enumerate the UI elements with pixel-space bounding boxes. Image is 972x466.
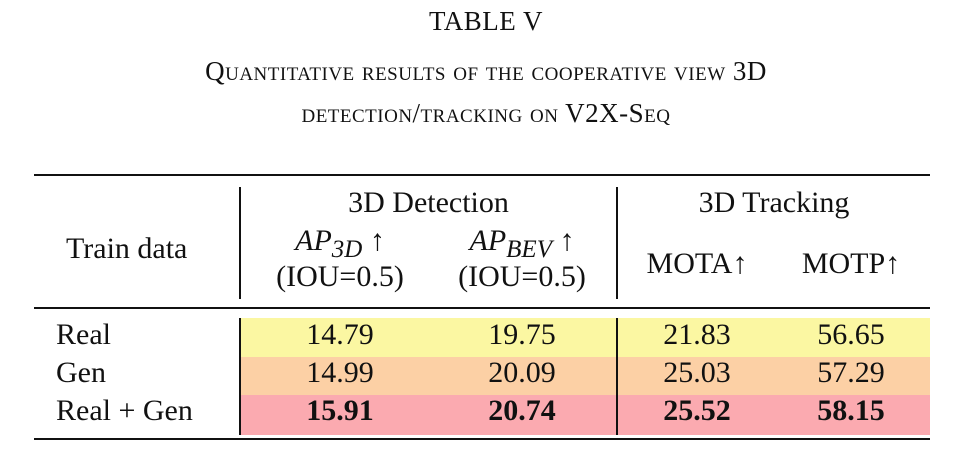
header-divider-left	[239, 187, 241, 299]
top-rule	[34, 174, 930, 176]
header-mota: MOTA↑	[646, 247, 748, 280]
header-group-tracking: 3D Tracking	[698, 186, 850, 219]
body-divider-left	[239, 318, 241, 435]
ap3d-symbol: AP	[295, 224, 332, 257]
header-rule	[34, 307, 930, 309]
row-label-gen: Gen	[56, 356, 106, 389]
apbev-arrow: ↑	[559, 224, 575, 257]
ap3d-subscript: 3D	[331, 236, 363, 263]
row-label-real-gen: Real + Gen	[56, 394, 193, 427]
cell-ap3d: 14.99	[306, 356, 374, 389]
row-highlight-real-gen	[241, 395, 930, 435]
apbev-subscript: BEV	[506, 236, 552, 263]
cell-apbev: 19.75	[488, 318, 556, 351]
table-caption-line-2: detection/tracking on V2X-Seq	[301, 98, 671, 128]
table-caption-number: TABLE V	[428, 6, 544, 36]
table-caption-line-1: Quantitative results of the cooperative …	[205, 56, 767, 86]
cell-mota: 25.52	[663, 394, 731, 427]
header-group-detection: 3D Detection	[348, 186, 509, 219]
row-highlight-gen	[241, 357, 930, 395]
cell-mota: 25.03	[663, 356, 731, 389]
header-motp: MOTP↑	[801, 247, 901, 280]
header-apbev: APBEV ↑	[432, 224, 612, 264]
header-train-data: Train data	[66, 232, 188, 265]
cell-motp: 57.29	[817, 356, 885, 389]
cell-ap3d: 14.79	[306, 318, 374, 351]
body-divider-right	[616, 318, 618, 435]
bottom-rule	[34, 438, 930, 440]
header-apbev-note: (IOU=0.5)	[458, 260, 586, 293]
cell-motp: 58.15	[817, 394, 885, 427]
row-label-real: Real	[56, 318, 111, 351]
cell-mota: 21.83	[663, 318, 731, 351]
cell-apbev: 20.74	[488, 394, 556, 427]
header-ap3d: AP3D ↑	[250, 224, 430, 264]
row-highlight-real	[241, 318, 930, 357]
header-ap3d-note: (IOU=0.5)	[276, 260, 404, 293]
ap3d-arrow: ↑	[369, 224, 385, 257]
apbev-symbol: AP	[469, 224, 507, 257]
cell-apbev: 20.09	[488, 356, 556, 389]
cell-motp: 56.65	[817, 318, 885, 351]
header-divider-right	[616, 187, 618, 299]
cell-ap3d: 15.91	[306, 394, 374, 427]
